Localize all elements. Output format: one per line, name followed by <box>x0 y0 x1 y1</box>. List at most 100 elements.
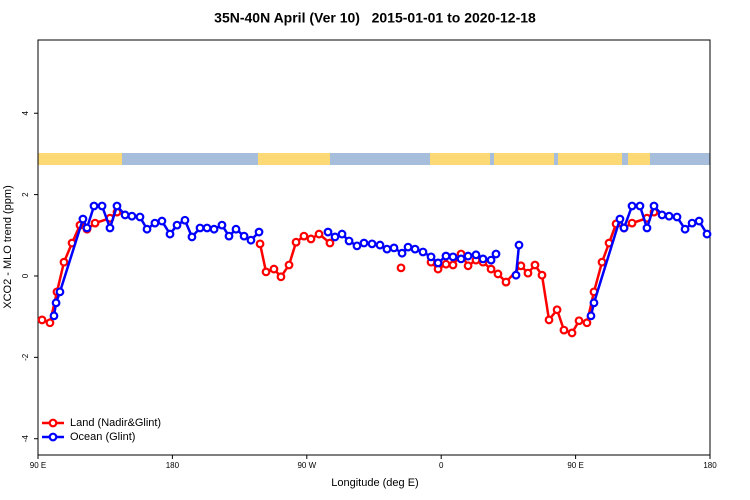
data-point <box>269 264 279 274</box>
data-point <box>410 244 420 254</box>
data-point <box>448 252 458 262</box>
data-point <box>530 260 540 270</box>
data-point <box>559 325 569 335</box>
data-point <box>694 216 704 226</box>
data-point <box>142 224 152 234</box>
data-point <box>493 269 503 279</box>
data-point <box>105 223 115 233</box>
data-point <box>664 211 674 221</box>
data-point <box>441 251 451 261</box>
data-point <box>511 270 521 280</box>
data-point <box>657 210 667 220</box>
data-point <box>59 257 69 267</box>
data-point <box>246 235 256 245</box>
data-point <box>514 240 524 250</box>
y-tick-label: -2 <box>21 353 30 361</box>
data-point <box>396 263 406 273</box>
data-point <box>478 254 488 264</box>
data-point <box>157 216 167 226</box>
data-point <box>89 201 99 211</box>
x-tick-label: 0 <box>439 461 444 470</box>
data-point <box>426 252 436 262</box>
data-point <box>501 277 511 287</box>
plot-frame <box>37 39 711 456</box>
data-point <box>209 224 219 234</box>
data-point <box>523 268 533 278</box>
data-point <box>649 201 659 211</box>
data-point <box>403 242 413 252</box>
data-point <box>418 247 428 257</box>
data-point <box>337 229 347 239</box>
data-point <box>441 259 451 269</box>
data-point <box>486 255 496 265</box>
data-point <box>615 214 625 224</box>
data-point <box>627 218 637 228</box>
data-point <box>635 201 645 211</box>
data-point <box>323 227 333 237</box>
data-point <box>291 237 301 247</box>
x-tick-label: 180 <box>166 461 180 470</box>
data-point <box>627 201 637 211</box>
data-point <box>687 218 697 228</box>
data-point <box>127 211 137 221</box>
data-point <box>299 231 309 241</box>
data-point <box>619 223 629 233</box>
data-point <box>552 305 562 315</box>
series-line <box>41 211 118 325</box>
data-point <box>150 218 160 228</box>
data-point <box>567 328 577 338</box>
data-point <box>195 223 205 233</box>
data-point <box>82 223 92 233</box>
data-point <box>344 236 354 246</box>
x-tick-label: 90 E <box>567 461 583 470</box>
y-tick-label: 0 <box>21 273 30 278</box>
data-point <box>78 214 88 224</box>
data-point <box>597 257 607 267</box>
x-tick-label: 90 W <box>297 461 316 470</box>
series-line <box>514 244 521 276</box>
y-axis-label: XCO2 - MLO trend (ppm) <box>2 185 14 308</box>
data-point <box>486 264 496 274</box>
data-point <box>463 251 473 261</box>
data-point <box>491 249 501 259</box>
data-point <box>135 212 145 222</box>
data-point <box>448 260 458 270</box>
x-tick-label: 90 E <box>30 461 46 470</box>
data-point <box>471 250 481 260</box>
data-point <box>325 238 335 248</box>
data-point <box>433 258 443 268</box>
data-point <box>586 311 596 321</box>
data-point <box>642 223 652 233</box>
data-point <box>314 229 324 239</box>
data-point <box>224 231 234 241</box>
data-point <box>187 232 197 242</box>
legend-marker <box>48 418 58 428</box>
map-strip <box>38 153 710 165</box>
data-point <box>574 316 584 326</box>
data-point <box>255 239 265 249</box>
data-point <box>120 210 130 220</box>
data-point <box>516 261 526 271</box>
y-tick-label: 2 <box>21 192 30 197</box>
legend-label: Land (Nadir&Glint) <box>70 417 161 429</box>
data-point <box>51 298 61 308</box>
data-point <box>165 229 175 239</box>
legend-label: Ocean (Glint) <box>70 431 135 443</box>
data-point <box>702 229 712 239</box>
data-point <box>389 243 399 253</box>
data-point <box>37 315 47 325</box>
data-point <box>544 315 554 325</box>
data-point <box>359 238 369 248</box>
data-point <box>672 212 682 222</box>
data-point <box>231 224 241 234</box>
data-point <box>375 240 385 250</box>
data-point <box>582 318 592 328</box>
data-point <box>456 254 466 264</box>
chart-title: 35N-40N April (Ver 10) 2015-01-01 to 202… <box>214 10 536 26</box>
data-point <box>55 287 65 297</box>
legend-marker <box>48 432 58 442</box>
data-point <box>49 311 59 321</box>
data-point <box>463 261 473 271</box>
data-point <box>180 215 190 225</box>
